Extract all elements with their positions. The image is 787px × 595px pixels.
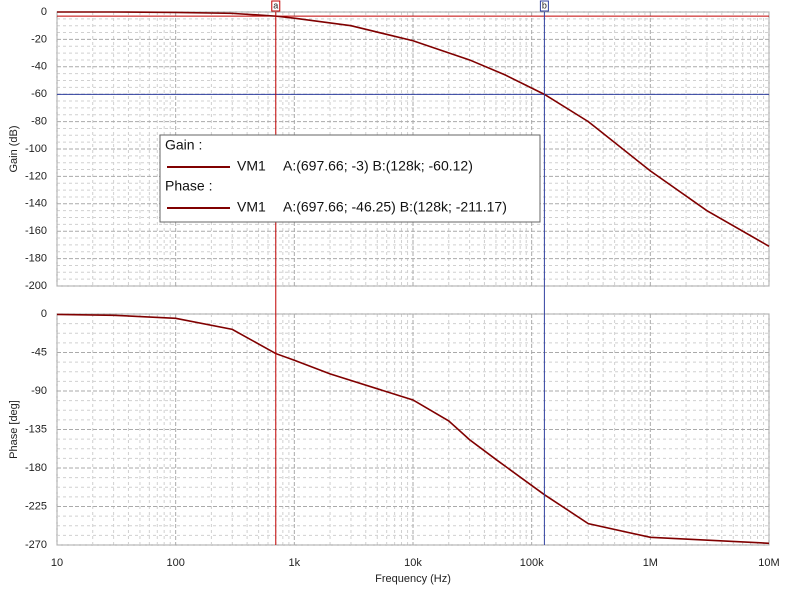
y-tick-label: -90 [31,385,47,397]
legend-title: Phase : [165,178,212,194]
line-series [56,313,770,545]
y-tick-label: -160 [25,225,47,237]
legend-name: VM1 [237,199,266,215]
y-tick-label: -20 [31,33,47,45]
line-series [57,11,770,247]
cursor-label: a [273,0,278,10]
y-tick-label: -180 [25,462,47,474]
x-tick-label: 1k [289,557,301,569]
y-tick-label: -120 [25,170,47,182]
x-tick-label: 100k [520,557,544,569]
y-tick-label: -45 [31,346,47,358]
y-axis-label: Gain (dB) [8,125,20,172]
cursor-marker [539,0,549,12]
x-tick-label: 1M [643,557,658,569]
cursor-label: b [542,0,547,10]
y-tick-label: -270 [25,539,47,551]
y-tick-label: -140 [25,198,47,210]
y-tick-label: -200 [25,280,47,292]
y-tick-label: -180 [25,253,47,265]
cursor-marker [271,0,281,12]
x-tick-label: 10k [404,557,422,569]
legend-title: Gain : [165,137,202,153]
y-axis-label: Phase [deg] [8,400,20,459]
y-tick-label: -60 [31,88,47,100]
y-tick-label: -80 [31,116,47,128]
y-tick-label: 0 [41,6,47,18]
y-tick-label: -135 [25,423,47,435]
cursor-readout: A:(697.66; -3) B:(128k; -60.12) [283,158,473,174]
x-tick-label: 10 [51,557,63,569]
x-tick-label: 10M [758,557,779,569]
x-axis-label: Frequency (Hz) [375,573,451,585]
y-tick-label: 0 [41,308,47,320]
y-tick-label: -225 [25,500,47,512]
y-tick-label: -40 [31,61,47,73]
y-tick-label: -100 [25,143,47,155]
x-tick-label: 100 [166,557,184,569]
legend-name: VM1 [237,158,266,174]
cursor-readout: A:(697.66; -46.25) B:(128k; -211.17) [283,199,507,215]
